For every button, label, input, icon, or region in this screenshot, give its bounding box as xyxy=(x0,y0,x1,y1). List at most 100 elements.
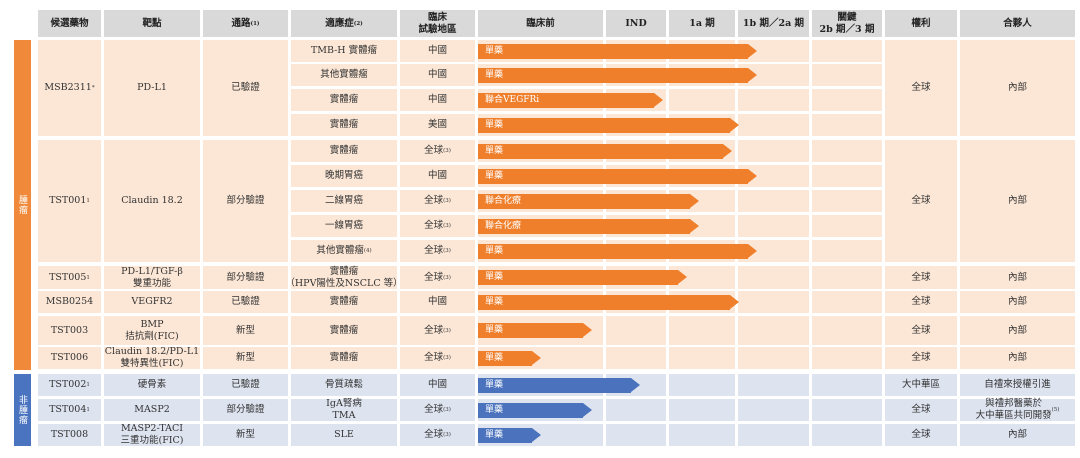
pathway-cell: 已驗證 xyxy=(203,40,288,136)
cell-text: 實體瘤 xyxy=(329,296,359,307)
target-cell: 硬骨素 xyxy=(104,374,200,396)
indication-cell: TMB-H 實體瘤 xyxy=(291,40,397,62)
cell-text: 中國 xyxy=(427,170,447,181)
phase-cell xyxy=(738,399,809,421)
progress-bar: 聯合化療 xyxy=(478,218,699,234)
cell-text: 中國 xyxy=(427,45,447,56)
rights-cell: 大中華區 xyxy=(885,374,957,396)
progress-bar-body xyxy=(478,143,723,159)
cell-text: BMP 拮抗劑(FIC) xyxy=(125,318,179,342)
cell-text: 其他實體瘤 xyxy=(316,245,364,256)
candidate-name: MSB0254 xyxy=(38,291,101,313)
cell-text: 內部 xyxy=(1007,429,1027,440)
header-ind-text: IND xyxy=(625,17,647,29)
progress-bar-body xyxy=(478,377,631,393)
header-indication: 適應症 (2) xyxy=(291,10,397,37)
cell-text: 全球 xyxy=(911,324,931,336)
cell-text: TST008 xyxy=(50,429,89,440)
cell-text: MSB2311 xyxy=(44,82,92,93)
cell-text: VEGFR2 xyxy=(131,296,173,307)
cell-text: 已驗證 xyxy=(231,296,260,307)
region-cell: 全球 (3) xyxy=(400,190,475,212)
cell-text: 全球 xyxy=(424,352,444,363)
progress-bar: 單藥 xyxy=(478,143,732,159)
cell-text: 實體瘤 xyxy=(329,352,359,363)
indication-cell: 骨質疏鬆 xyxy=(291,374,397,396)
target-cell: MASP2-TACI 三重功能(FIC) xyxy=(104,423,200,446)
pathway-cell: 新型 xyxy=(203,424,288,446)
rights-cell: 全球 xyxy=(885,266,957,289)
rights-cell: 全球 xyxy=(885,40,957,136)
cell-text: Claudin 18.2 xyxy=(121,195,183,206)
header-target-text: 靶點 xyxy=(142,17,162,29)
arrow-head-icon xyxy=(730,294,739,309)
header-phase1a-text: 1a 期 xyxy=(689,17,715,29)
phase-cell xyxy=(812,89,882,111)
region-cell: 美國 xyxy=(400,114,475,136)
cell-text: 晚期胃癌 xyxy=(324,170,363,181)
header-region-text: 臨床 試驗地區 xyxy=(418,11,457,35)
progress-bar-body xyxy=(478,168,748,184)
progress-bar-body xyxy=(478,294,730,310)
cell-text: 實體瘤 xyxy=(329,145,359,156)
phase-cell xyxy=(669,316,735,345)
progress-bar: 單藥 xyxy=(478,270,687,285)
cell-text: 內部 xyxy=(1007,296,1027,307)
cell-text: Claudin 18.2/PD-L1 雙特異性(FIC) xyxy=(104,346,200,369)
cell-text: MSB0254 xyxy=(45,296,94,307)
target-cell: Claudin 18.2 xyxy=(104,140,200,262)
header-pivotal-text: 關鍵 2b 期／3 期 xyxy=(819,11,875,35)
arrow-head-icon xyxy=(748,43,757,58)
progress-bar-label: 單藥 xyxy=(485,352,504,363)
phase-cell xyxy=(738,291,809,313)
header-indication-text: 適應症 xyxy=(325,17,354,29)
cell-text: TST005 xyxy=(49,271,87,283)
phase-cell xyxy=(669,424,735,446)
candidate-name: TST003 xyxy=(38,316,101,345)
phase-cell xyxy=(669,89,735,111)
cell-text: 實體瘤 xyxy=(329,94,359,105)
cell-text: 全球 xyxy=(424,324,444,336)
region-cell: 全球 (3) xyxy=(400,140,475,162)
cell-text: TMB-H 實體瘤 xyxy=(310,45,378,56)
cell-text: 全球 xyxy=(424,245,444,256)
progress-bar-label: 單藥 xyxy=(485,69,504,80)
arrow-head-icon xyxy=(748,67,757,82)
pathway-cell: 新型 xyxy=(203,316,288,345)
region-cell: 中國 xyxy=(400,89,475,111)
header-rights: 權利 xyxy=(885,10,957,37)
arrow-head-icon xyxy=(678,270,687,284)
arrow-head-icon xyxy=(690,218,699,233)
cell-text: 全球 xyxy=(424,271,444,283)
header-pathway: 通路 (1) xyxy=(203,10,288,37)
indication-cell: 其他實體瘤 xyxy=(291,64,397,86)
phase-cell xyxy=(812,291,882,313)
progress-bar: 單藥 xyxy=(478,402,592,418)
progress-bar: 單藥 xyxy=(478,67,757,83)
phase-cell xyxy=(606,399,666,421)
phase-cell xyxy=(738,114,809,136)
progress-bar-body xyxy=(478,402,583,418)
phase-cell xyxy=(738,190,809,212)
phase-cell xyxy=(738,424,809,446)
progress-bar-body xyxy=(478,427,532,443)
region-cell: 全球 (3) xyxy=(400,316,475,345)
arrow-head-icon xyxy=(730,117,739,132)
indication-cell: 實體瘤 xyxy=(291,291,397,313)
rights-cell: 全球 xyxy=(885,140,957,262)
cell-text: MASP2-TACI 三重功能(FIC) xyxy=(120,423,184,446)
indication-cell: 實體瘤 （HPV陽性及NSCLC 等） xyxy=(285,266,403,289)
rights-cell: 全球 xyxy=(885,424,957,446)
cell-text: IgA腎病 TMA xyxy=(326,398,362,421)
arrow-head-icon xyxy=(532,350,541,365)
phase-cell xyxy=(606,347,666,369)
phase-cell xyxy=(669,399,735,421)
target-cell: PD-L1/TGF-β 雙重功能 xyxy=(104,266,200,289)
indication-cell: 實體瘤 xyxy=(291,140,397,162)
target-cell: VEGFR2 xyxy=(104,291,200,313)
phase-cell xyxy=(812,140,882,162)
cell-text: 部分驗證 xyxy=(226,404,265,415)
region-cell: 全球 (3) xyxy=(400,266,475,289)
progress-bar: 單藥 xyxy=(478,243,757,259)
phase-cell xyxy=(812,240,882,262)
